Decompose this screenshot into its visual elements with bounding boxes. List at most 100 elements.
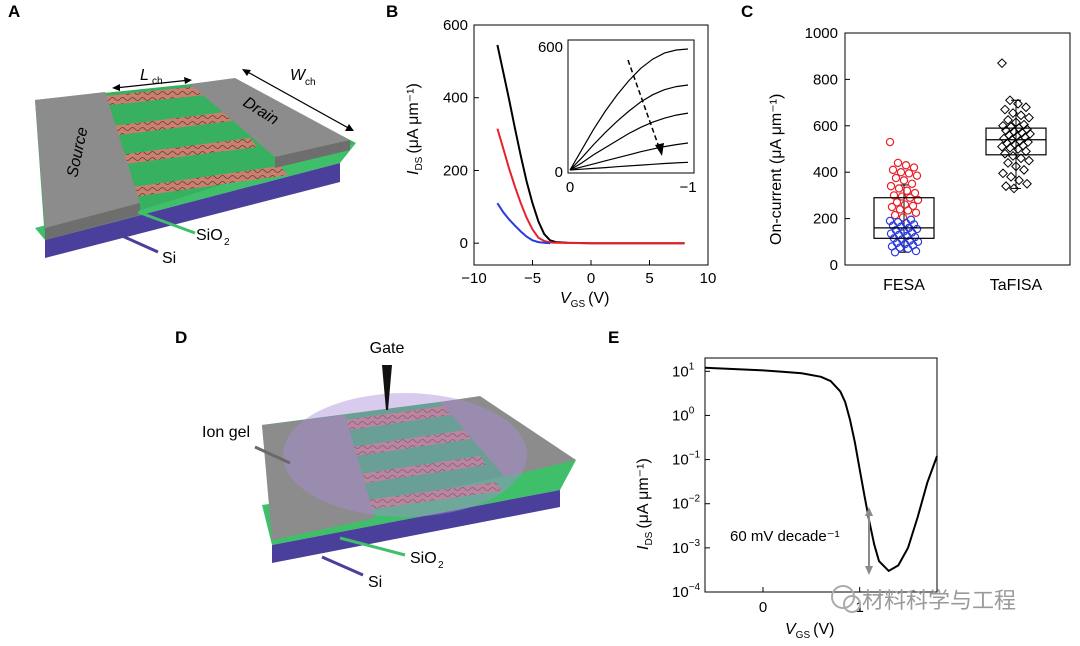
y-axis-b: 0 200 400 600 [443,17,479,252]
data-point [1024,112,1034,123]
data-point [890,248,900,257]
wch-arrow [243,69,353,131]
nanotube-row [112,112,232,135]
data-point [891,173,901,183]
data-point [1022,178,1032,189]
si-layer [272,490,560,563]
xtick-label-e: 0 [759,599,767,616]
source-electrode [262,415,375,540]
data-point [907,179,917,188]
data-point [997,141,1007,152]
xtick-label-b: 5 [645,270,653,287]
data-point [1013,98,1023,109]
sio2-label: SiO [410,550,437,567]
gate-label: Gate [370,340,405,357]
inset-xtick-right: −1 [679,179,696,196]
data-point [1005,95,1015,106]
data-point [911,208,921,217]
si-pointer [119,233,159,254]
data-point [886,181,896,191]
transfer-curve-e [704,366,938,573]
ytick-label-c: 0 [830,257,838,274]
data-point [1000,148,1010,159]
data-point [1021,102,1031,113]
panel-a: A Source Drain L ch [8,2,356,267]
watermark-text: 材料科学与工程 [862,588,1016,613]
sio2-label: SiO [196,227,223,244]
panel-c: C 0 200 400 600 800 1000 On-current (μA μm⁻¹)… [741,2,1071,294]
data-point [893,158,903,168]
ytick-label-b: 600 [443,17,468,34]
ytick-label-e: 101 [672,361,695,380]
gate-probe [382,365,392,410]
data-point [902,186,912,195]
data-point [890,210,900,220]
data-point [1021,146,1031,157]
inset-curve-2 [569,84,689,171]
data-point [889,191,899,200]
lch-label: L [140,67,149,84]
ytick-label-e: 10−1 [672,450,701,469]
panel-d: D Gate Ion gel SiO 2 Si [175,328,576,591]
box-plots-c [873,58,1047,257]
ytick-label-c: 800 [813,71,838,88]
series-lines-b [496,44,685,245]
data-point [1009,183,1019,194]
data-point [1005,142,1015,153]
nanotube-row [126,166,288,197]
ion-gel [283,393,527,517]
x-axis-label-b: VGS (V) [560,290,609,310]
si-pointer [321,555,364,577]
nanotube-row [368,482,502,509]
nanotube-row [345,405,456,430]
ytick-label-b: 0 [460,235,468,252]
sio2-pointer [137,210,196,235]
inset-frame-b [567,39,695,174]
data-point [997,58,1007,69]
data-point [1003,115,1013,125]
series-red-line [496,128,685,245]
y-axis-label-c: On-current (μA μm⁻¹) [768,94,785,245]
data-point [1008,108,1018,118]
x-axis-b: −10 −5 0 5 10 [461,260,716,287]
data-point [909,163,919,172]
sio2-sub: 2 [438,560,444,571]
inset-curve-5 [569,161,689,171]
lch-arrow [114,79,191,89]
data-point [912,171,922,180]
data-point [1016,110,1026,121]
device-illustration-d [262,365,576,563]
iqr-box [873,197,935,239]
inset-ytick-bottom: 0 [555,164,563,181]
box-tafisa [985,58,1047,194]
data-point [908,201,918,211]
category-label-fesa: FESA [883,277,925,294]
ytick-label-b: 200 [443,162,468,179]
ytick-label-c: 200 [813,211,838,228]
data-point [1001,181,1011,192]
data-point [1000,104,1010,115]
nanotube-row [360,456,486,483]
y-axis-c: 0 200 400 600 800 1000 [805,25,850,274]
xtick-label-b: −10 [461,270,486,287]
data-point [895,205,905,214]
inset-curve-4 [569,142,689,171]
sio2-sub: 2 [224,237,230,248]
inset-lines-b [569,48,689,171]
data-point [911,246,921,256]
sio2-pointer [339,536,406,557]
data-point [998,168,1008,179]
drain-electrode [440,396,576,477]
data-point [1019,164,1029,175]
ytick-label-e: 10−4 [672,582,701,601]
y-axis-e: 101 100 10−1 10−2 10−3 10−4 [672,361,710,601]
panel-d-letter: D [175,328,187,347]
si-label: Si [162,250,176,267]
data-point [1008,151,1018,161]
ion-gel-label: Ion gel [202,424,250,441]
x-axis-label-e: VGS (V) [785,621,834,641]
data-point [910,188,920,198]
data-point [885,137,895,147]
data-point [1011,161,1021,172]
